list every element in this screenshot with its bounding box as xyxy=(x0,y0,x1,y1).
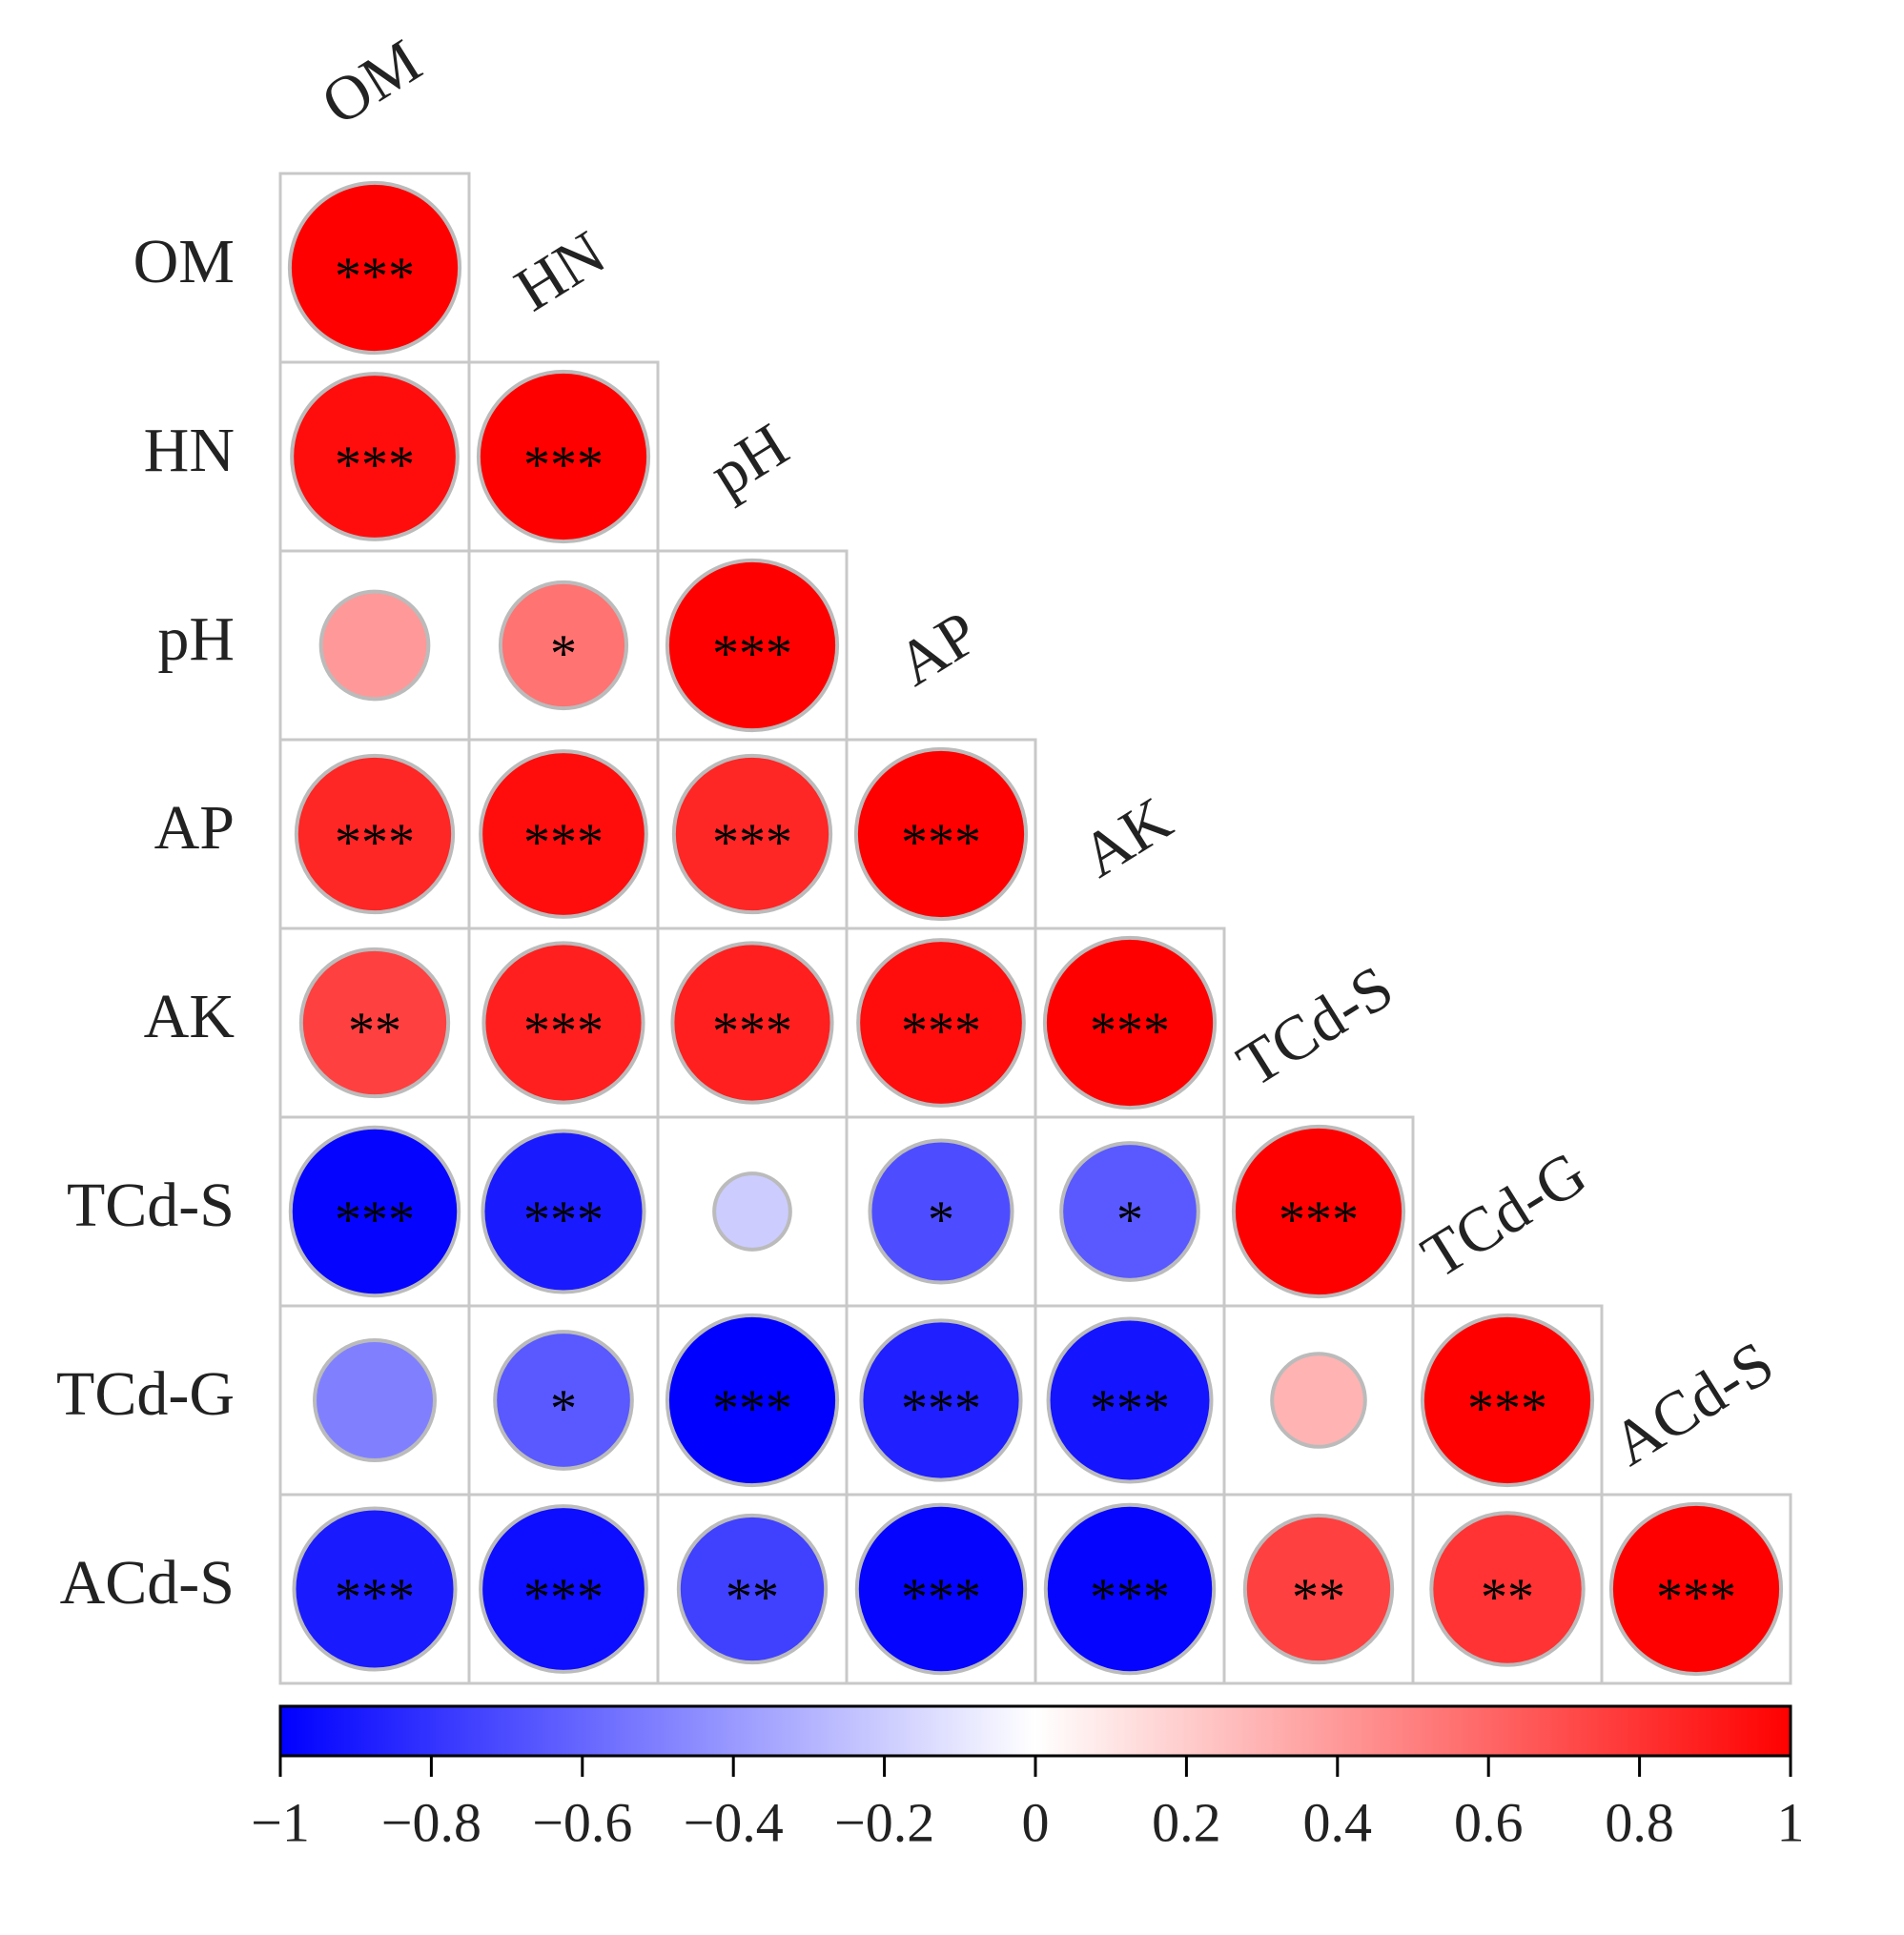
tick-label: 0.2 xyxy=(1152,1791,1221,1853)
correlation-circle xyxy=(665,1313,840,1488)
correlation-circle xyxy=(479,749,648,919)
correlation-circle xyxy=(1429,1511,1586,1667)
column-label: OM xyxy=(310,26,433,138)
correlation-circle xyxy=(294,753,456,915)
tick-label: 0.4 xyxy=(1303,1791,1373,1853)
significance: *** xyxy=(712,1379,792,1438)
significance: ** xyxy=(1292,1568,1345,1627)
row-label: OM xyxy=(133,227,235,296)
cell xyxy=(1600,1493,1792,1685)
tick-label: −0.2 xyxy=(834,1791,934,1853)
row-label: TCd-S xyxy=(67,1171,235,1240)
row-label: HN xyxy=(144,416,235,485)
significance: *** xyxy=(712,813,792,872)
significance: ** xyxy=(726,1568,779,1627)
correlation-circle xyxy=(292,1506,458,1672)
significance: *** xyxy=(901,1568,981,1627)
correlation-circle xyxy=(290,372,460,541)
tick-label: −0.8 xyxy=(381,1791,481,1853)
significance: *** xyxy=(335,247,415,306)
tick-label: −0.4 xyxy=(684,1791,784,1853)
row-label: pH xyxy=(157,604,235,674)
correlation-circle xyxy=(856,938,1026,1108)
significance: *** xyxy=(523,1191,604,1250)
correlation-circle xyxy=(298,947,451,1099)
row-label: ACd-S xyxy=(60,1548,235,1618)
significance: * xyxy=(1116,1191,1143,1250)
correlation-circle xyxy=(493,1330,634,1471)
significance: *** xyxy=(523,1002,604,1061)
significance: *** xyxy=(523,813,604,872)
correlation-circle xyxy=(312,1337,438,1463)
correlation-circle xyxy=(665,558,840,733)
correlation-circle xyxy=(318,589,431,702)
significance: * xyxy=(550,624,577,683)
column-label: HN xyxy=(503,217,618,324)
row-label: TCd-G xyxy=(56,1359,235,1429)
significance: *** xyxy=(335,1568,415,1627)
correlation-circle xyxy=(712,1171,792,1252)
tick-label: −1 xyxy=(251,1791,310,1853)
correlation-circle xyxy=(671,753,833,915)
significance: *** xyxy=(1090,1568,1170,1627)
correlation-circle xyxy=(1059,1141,1200,1282)
significance: *** xyxy=(901,813,981,872)
significance: *** xyxy=(1279,1191,1359,1250)
significance: *** xyxy=(1467,1379,1547,1438)
significance: *** xyxy=(523,436,604,495)
significance: *** xyxy=(335,1191,415,1250)
significance: *** xyxy=(712,624,792,683)
tick-label: 0.6 xyxy=(1454,1791,1524,1853)
correlation-circle xyxy=(498,580,629,711)
correlation-circle xyxy=(1270,1352,1367,1449)
significance: *** xyxy=(523,1568,604,1627)
correlation-circle xyxy=(481,1129,646,1294)
column-label: AP xyxy=(886,598,991,700)
significance: *** xyxy=(712,1002,792,1061)
correlation-circle xyxy=(868,1138,1014,1285)
correlation-circle xyxy=(859,1318,1023,1482)
significance: * xyxy=(928,1191,954,1250)
significance: *** xyxy=(901,1002,981,1061)
tick-label: 0.8 xyxy=(1605,1791,1674,1853)
significance: *** xyxy=(335,436,415,495)
correlation-circle xyxy=(476,369,651,544)
significance: ** xyxy=(348,1002,401,1061)
significance: ** xyxy=(1481,1568,1534,1627)
correlation-circle xyxy=(853,746,1029,922)
tick-label: −0.6 xyxy=(532,1791,632,1853)
tick-label: 0 xyxy=(1022,1791,1050,1853)
correlation-circle xyxy=(1042,935,1218,1110)
correlation-circle xyxy=(287,180,462,356)
significance: *** xyxy=(901,1379,981,1438)
column-label: AK xyxy=(1070,784,1184,890)
column-label: TCd-G xyxy=(1410,1138,1598,1292)
correlation-circle xyxy=(1242,1513,1395,1665)
significance: *** xyxy=(1090,1002,1170,1061)
correlation-circle xyxy=(1420,1313,1595,1488)
correlation-circle xyxy=(670,941,834,1105)
row-label: AK xyxy=(144,982,235,1051)
significance: *** xyxy=(1656,1568,1736,1627)
correlation-circle xyxy=(481,941,645,1105)
column-label: ACd-S xyxy=(1601,1328,1786,1479)
correlation-circle xyxy=(1046,1316,1214,1484)
correlation-circle xyxy=(1231,1124,1406,1299)
correlation-circle xyxy=(676,1513,829,1665)
correlation-circle xyxy=(1608,1501,1784,1677)
colorbar xyxy=(278,1704,1792,1758)
correlation-circle xyxy=(1043,1502,1217,1676)
tick-label: 1 xyxy=(1777,1791,1805,1853)
significance: * xyxy=(550,1379,577,1438)
correlation-circle xyxy=(854,1502,1028,1676)
column-label: TCd-S xyxy=(1226,952,1405,1100)
correlation-circle xyxy=(479,1504,648,1674)
significance: *** xyxy=(1090,1379,1170,1438)
significance: *** xyxy=(335,813,415,872)
correlation-circle xyxy=(288,1125,461,1298)
column-label: pH xyxy=(698,410,800,510)
row-label: AP xyxy=(154,793,235,863)
